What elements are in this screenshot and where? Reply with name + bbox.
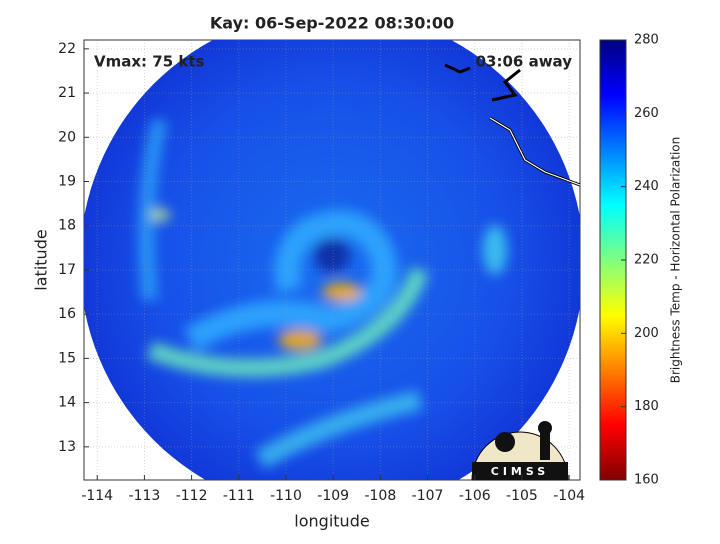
x-tick-label: -109 xyxy=(317,488,349,504)
y-axis-label: latitude xyxy=(32,229,51,290)
x-tick-label: -106 xyxy=(459,488,491,504)
y-tick-label: 14 xyxy=(58,395,76,411)
grid xyxy=(84,40,580,480)
x-tick-label: -112 xyxy=(176,488,208,504)
x-tick-label: -111 xyxy=(223,488,255,504)
colorbar-tick-label: 260 xyxy=(634,106,659,121)
colorbar-tick-label: 180 xyxy=(634,399,659,414)
y-tick-label: 13 xyxy=(58,439,76,455)
x-tick-label: -114 xyxy=(81,488,113,504)
logo: CIMSS xyxy=(471,421,569,481)
x-tick-label: -110 xyxy=(270,488,302,504)
y-tick-label: 15 xyxy=(58,350,76,366)
colorbar-label: Brightness Temp - Horizontal Polarizatio… xyxy=(669,137,683,384)
colorbar-tick-label: 160 xyxy=(634,473,659,488)
swath-image xyxy=(84,40,580,480)
y-tick-label: 16 xyxy=(58,306,76,322)
chart-title: Kay: 06-Sep-2022 08:30:00 xyxy=(210,14,454,33)
x-tick-label: -104 xyxy=(553,488,585,504)
colorbar-tick-label: 280 xyxy=(634,33,659,48)
y-tick-label: 17 xyxy=(58,262,76,278)
colorbar-tick-label: 200 xyxy=(634,326,659,341)
x-tick-label: -107 xyxy=(412,488,444,504)
y-tick-label: 18 xyxy=(58,218,76,234)
colorbar-tick-label: 240 xyxy=(634,179,659,194)
y-tick-label: 22 xyxy=(58,41,76,57)
y-tick-label: 19 xyxy=(58,174,76,190)
logo-text: CIMSS xyxy=(491,465,549,478)
y-tick-label: 21 xyxy=(58,85,76,101)
x-tick-label: -108 xyxy=(364,488,396,504)
colorbar-tick-label: 220 xyxy=(634,253,659,268)
x-tick-label: -113 xyxy=(129,488,161,504)
annotation: Vmax: 75 kts xyxy=(94,53,204,71)
y-tick-label: 20 xyxy=(58,129,76,145)
x-tick-label: -105 xyxy=(506,488,538,504)
x-axis-label: longitude xyxy=(294,512,369,531)
annotation: 03:06 away xyxy=(476,53,573,71)
